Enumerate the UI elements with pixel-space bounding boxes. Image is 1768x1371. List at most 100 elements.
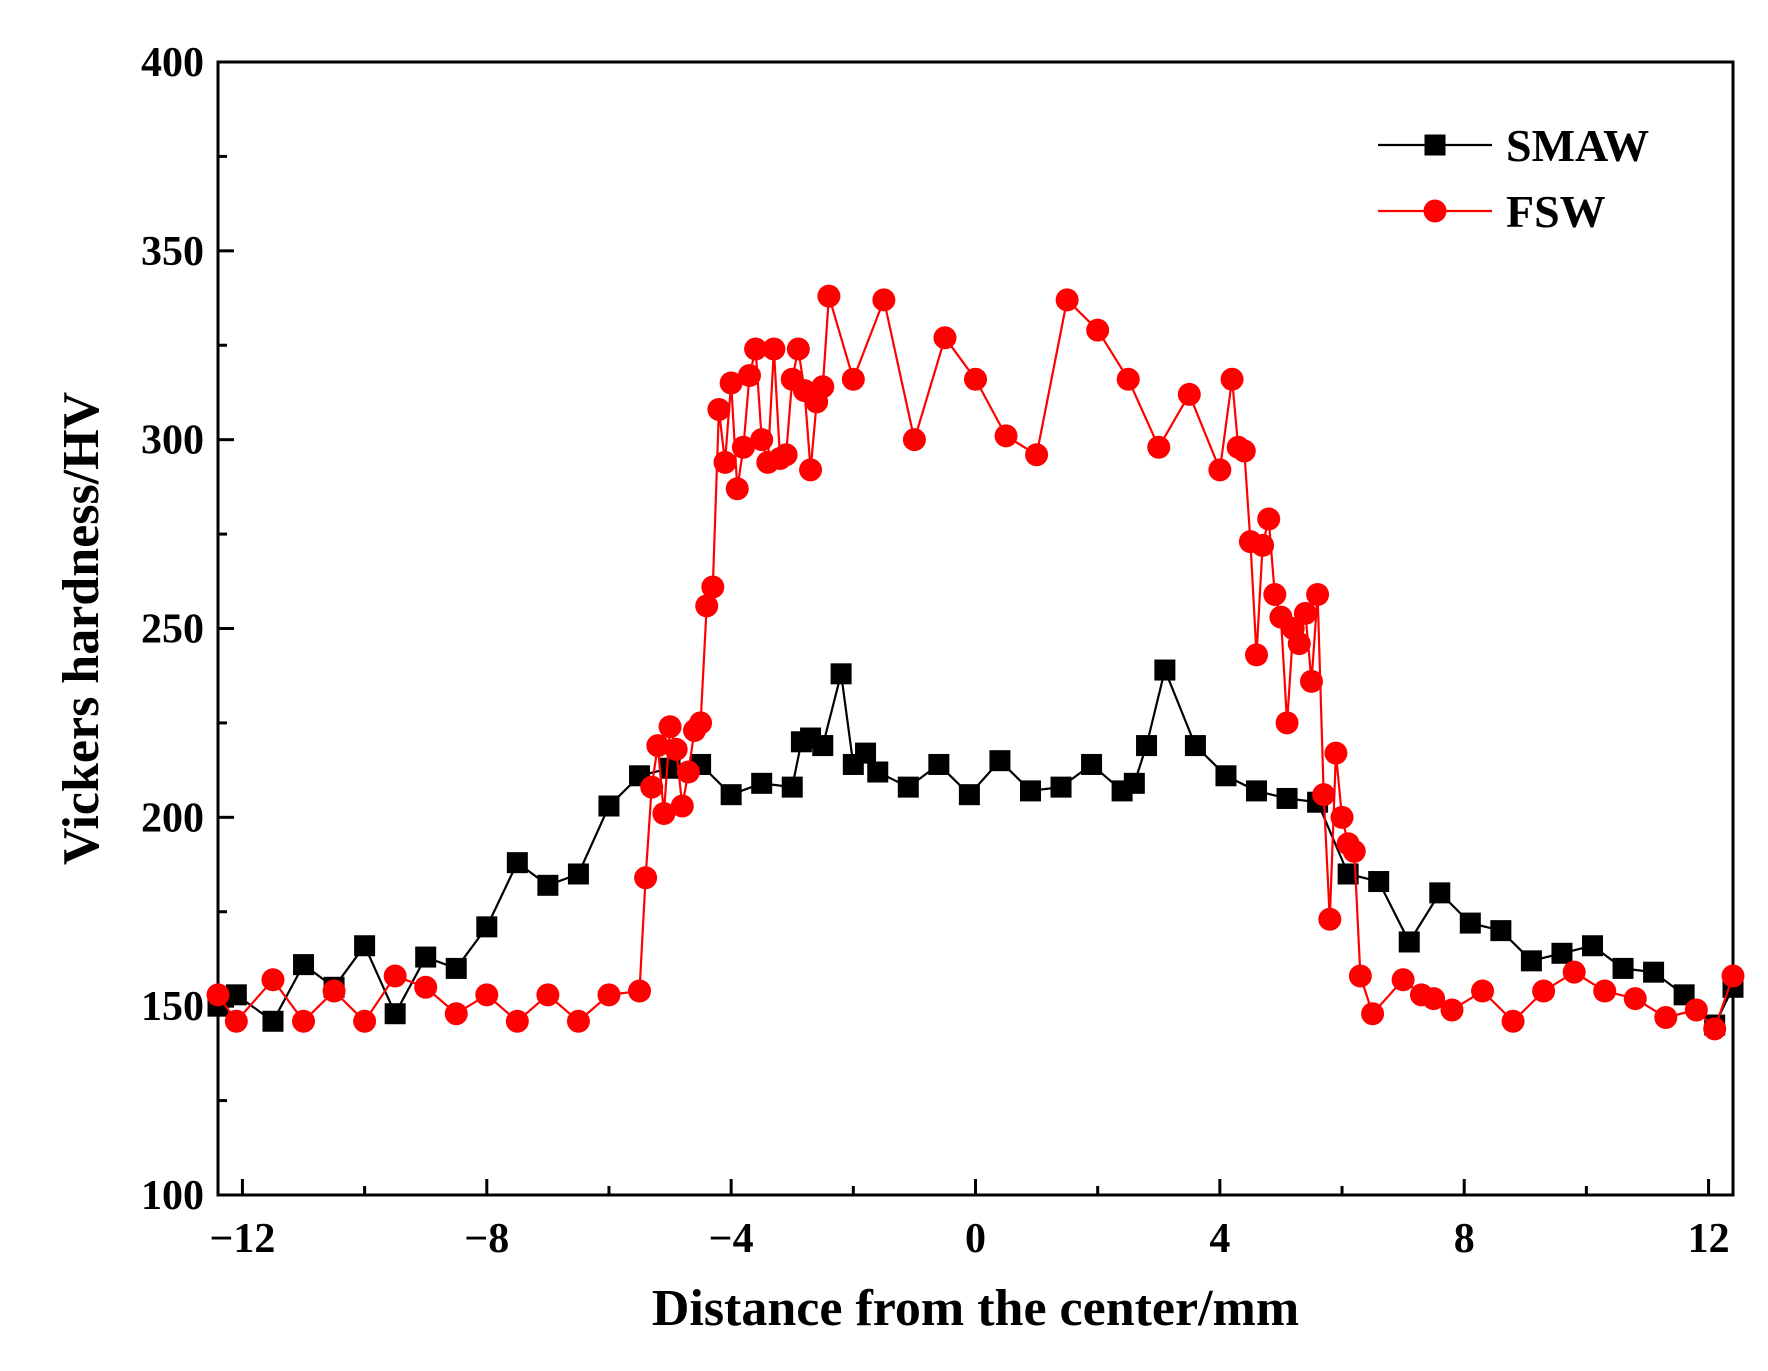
series-fsw: [206, 284, 1745, 1041]
y-axis-title: Vickers hardness/HV: [53, 392, 110, 865]
smaw-point: [1154, 659, 1176, 681]
smaw-point: [855, 742, 877, 764]
smaw-point: [659, 757, 681, 779]
fsw-point: [701, 575, 725, 599]
smaw-point: [506, 852, 528, 874]
series-smaw: [207, 659, 1744, 1036]
smaw-point: [1050, 776, 1072, 798]
fsw-point: [1251, 533, 1275, 557]
smaw-point: [567, 863, 589, 885]
smaw-point: [781, 776, 803, 798]
fsw-point: [786, 337, 810, 361]
fsw-point: [750, 428, 774, 452]
fsw-point: [1177, 382, 1201, 406]
fsw-point: [505, 1009, 529, 1033]
fsw-point: [322, 979, 346, 1003]
fsw-point: [640, 775, 664, 799]
smaw-point: [1215, 765, 1237, 787]
fsw-point: [1562, 960, 1586, 984]
fsw-point: [1471, 979, 1495, 1003]
smaw-point: [225, 984, 247, 1006]
smaw-point: [812, 735, 834, 757]
fsw-point: [658, 715, 682, 739]
smaw-point: [928, 753, 950, 775]
fsw-point: [817, 284, 841, 308]
smaw-point: [1673, 984, 1695, 1006]
fsw-point: [1293, 601, 1317, 625]
fsw-point: [841, 367, 865, 391]
legend-marker-fsw: [1423, 199, 1447, 223]
smaw-point: [720, 784, 742, 806]
fsw-point: [737, 363, 761, 387]
smaw-point: [830, 663, 852, 685]
x-tick-label: 4: [1209, 1216, 1230, 1262]
y-tick-label: 400: [141, 40, 204, 86]
fsw-point: [1501, 1009, 1525, 1033]
fsw-point: [597, 983, 621, 1007]
x-tick-label: 12: [1688, 1216, 1730, 1262]
fsw-point: [799, 458, 823, 482]
fsw-point: [261, 968, 285, 992]
smaw-point: [1581, 935, 1603, 957]
fsw-point: [383, 964, 407, 988]
fsw-point: [713, 450, 737, 474]
smaw-point: [1123, 772, 1145, 794]
y-tick-label: 350: [141, 229, 204, 275]
smaw-point: [1643, 961, 1665, 983]
fsw-point: [1721, 964, 1745, 988]
x-tick-label: 0: [965, 1216, 986, 1262]
fsw-point: [1361, 1002, 1385, 1026]
axes: 100 150 200 250 300 350 400 −12 −8 −4 0 4 8 12: [141, 40, 1735, 1262]
fsw-point: [1245, 643, 1269, 667]
fsw-point: [1703, 1017, 1727, 1041]
fsw-point: [1275, 711, 1299, 735]
smaw-point: [751, 772, 773, 794]
smaw-point: [1368, 871, 1390, 893]
y-tick-label: 300: [141, 418, 204, 464]
fsw-point: [1330, 805, 1354, 829]
fsw-point: [1684, 998, 1708, 1022]
fsw-point: [566, 1009, 590, 1033]
fsw-point: [664, 737, 688, 761]
smaw-point: [1136, 735, 1158, 757]
fsw-point: [1306, 583, 1330, 607]
smaw-point: [354, 935, 376, 957]
smaw-point: [476, 916, 498, 938]
fsw-point: [719, 371, 743, 395]
fsw-point: [1342, 839, 1366, 863]
fsw-point: [1312, 783, 1336, 807]
smaw-point: [867, 761, 889, 783]
smaw-point: [1612, 957, 1634, 979]
series-line-smaw: [217, 666, 1734, 1027]
smaw-point: [445, 957, 467, 979]
smaw-point: [293, 954, 315, 976]
plot-area: [206, 284, 1745, 1041]
fsw-point: [1257, 507, 1281, 531]
fsw-point: [670, 794, 694, 818]
fsw-point: [634, 866, 658, 890]
smaw-point: [1520, 950, 1542, 972]
smaw-point: [1429, 882, 1451, 904]
fsw-point: [1025, 443, 1049, 467]
fsw-point: [536, 983, 560, 1007]
smaw-point: [1337, 863, 1359, 885]
fsw-point: [1263, 583, 1287, 607]
fsw-point: [353, 1009, 377, 1033]
smaw-point: [1551, 942, 1573, 964]
smaw-point: [1398, 931, 1420, 953]
fsw-point: [646, 734, 670, 758]
fsw-point: [206, 983, 230, 1007]
x-tick-label: 8: [1454, 1216, 1475, 1262]
y-tick-label: 200: [141, 795, 204, 841]
fsw-point: [444, 1002, 468, 1026]
fsw-point: [994, 424, 1018, 448]
fsw-point: [628, 979, 652, 1003]
fsw-point: [933, 326, 957, 350]
smaw-point: [989, 750, 1011, 772]
smaw-point: [1081, 753, 1103, 775]
legend-label-smaw: SMAW: [1506, 120, 1649, 171]
fsw-point: [1220, 367, 1244, 391]
smaw-point: [537, 874, 559, 896]
smaw-point: [598, 795, 620, 817]
